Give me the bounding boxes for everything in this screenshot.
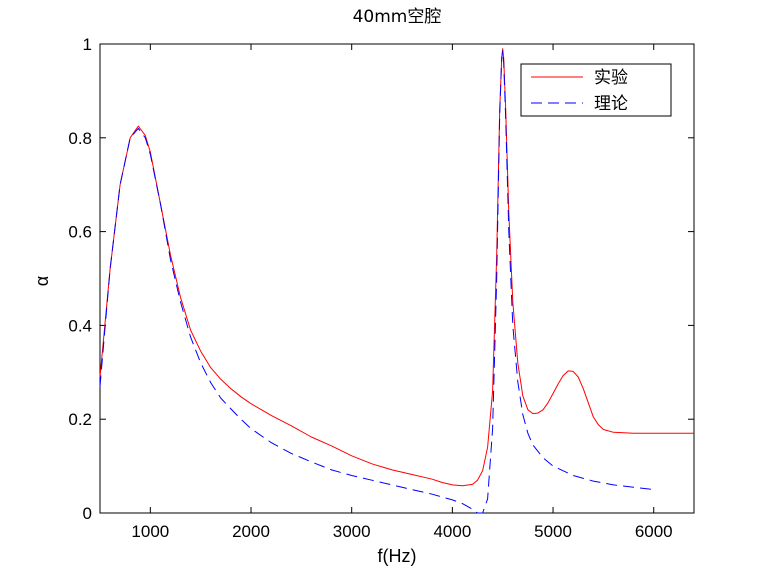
- legend-label-theory: 理论: [594, 94, 628, 114]
- legend-box: [520, 63, 672, 117]
- x-tick-label: 4000: [433, 522, 471, 541]
- y-tick-label: 0: [83, 504, 92, 523]
- x-tick-label: 5000: [534, 522, 572, 541]
- series-line-experiment: [99, 48, 694, 487]
- y-tick-label: 0.4: [68, 316, 92, 335]
- y-tick-label: 0.2: [68, 410, 92, 429]
- y-axis-label: α: [32, 276, 52, 286]
- y-tick-label: 0.6: [68, 223, 92, 242]
- axis-ticks: 1000 2000 3000 4000 5000 6000 0 0.2 0.4 0.6 0.8 1: [68, 35, 694, 541]
- x-axis-label: f(Hz): [378, 546, 417, 566]
- x-tick-label: 3000: [333, 522, 371, 541]
- data-series: [99, 48, 694, 514]
- legend: 实验 理论: [520, 63, 672, 117]
- series-line-theory: [99, 50, 654, 514]
- y-tick-label: 0.8: [68, 129, 92, 148]
- x-tick-label: 6000: [635, 522, 673, 541]
- y-tick-label: 1: [83, 35, 92, 54]
- x-tick-label: 1000: [131, 522, 169, 541]
- chart-title: 40mm空腔: [353, 7, 442, 27]
- x-tick-label: 2000: [232, 522, 270, 541]
- legend-label-experiment: 实验: [594, 68, 628, 88]
- plot-area: [99, 43, 695, 514]
